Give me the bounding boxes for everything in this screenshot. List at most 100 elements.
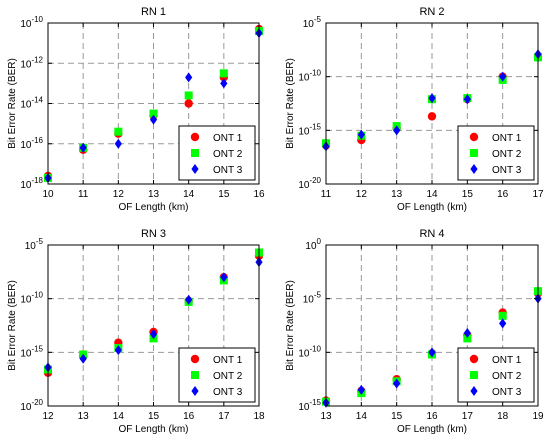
y-tick-label: 10-16 xyxy=(20,136,43,151)
y-tick-label: 10-20 xyxy=(298,176,321,191)
data-point xyxy=(185,72,193,83)
y-tick-exponent: -18 xyxy=(31,176,43,185)
x-tick-label: 13 xyxy=(148,189,160,200)
data-point xyxy=(499,318,507,329)
x-tick-label: 17 xyxy=(532,189,544,200)
legend-marker xyxy=(469,354,479,364)
x-tick-label: 10 xyxy=(42,189,54,200)
x-tick-label: 15 xyxy=(218,189,230,200)
y-tick-label: 10-5 xyxy=(303,291,322,306)
y-tick-base: 10 xyxy=(298,348,310,359)
legend-marker xyxy=(470,386,478,396)
x-tick-label: 18 xyxy=(253,411,265,422)
y-tick-exponent: -16 xyxy=(31,136,43,145)
data-point xyxy=(114,127,123,136)
y-tick-label: 10-10 xyxy=(298,69,321,84)
y-axis-label: Bit Error Rate (BER) xyxy=(7,280,18,371)
legend-marker xyxy=(191,386,199,396)
y-tick-base: 10 xyxy=(20,140,32,151)
chart-title: RN 4 xyxy=(419,228,444,240)
x-tick-label: 16 xyxy=(426,411,438,422)
data-point xyxy=(79,353,87,364)
y-tick-exponent: -14 xyxy=(31,96,43,105)
legend: ONT 1 ONT 2 ONT 3 xyxy=(457,125,535,181)
y-tick-base: 10 xyxy=(20,348,32,359)
x-axis-label: OF Length (km) xyxy=(118,202,188,213)
y-tick-exponent: -10 xyxy=(309,344,321,353)
data-point xyxy=(79,142,87,153)
legend-marker xyxy=(469,132,479,142)
x-tick-label: 15 xyxy=(462,189,474,200)
data-point xyxy=(114,138,122,149)
y-tick-exponent: -5 xyxy=(314,15,322,24)
data-point xyxy=(463,328,471,339)
x-tick-label: 14 xyxy=(113,411,125,422)
y-tick-label: 10-18 xyxy=(20,176,43,191)
legend-marker xyxy=(191,164,199,174)
y-tick-exponent: -15 xyxy=(309,122,321,131)
data-point xyxy=(185,294,193,305)
data-point xyxy=(357,384,365,395)
legend-marker xyxy=(470,164,478,174)
series-ont-3 xyxy=(44,257,263,373)
data-point xyxy=(357,129,365,140)
y-tick-base: 10 xyxy=(25,241,37,252)
x-tick-label: 13 xyxy=(78,411,90,422)
data-point xyxy=(393,125,401,136)
legend-marker xyxy=(191,149,199,157)
x-tick-label: 14 xyxy=(356,411,368,422)
data-point xyxy=(427,112,437,121)
chart-panel-1: 10 11 12 13 14 15 1610-1010-1210-1410-1610-18R… xyxy=(7,6,265,213)
y-tick-base: 10 xyxy=(20,295,32,306)
data-point xyxy=(184,99,193,108)
legend-label: ONT 1 xyxy=(213,355,243,366)
y-axis-label: Bit Error Rate (BER) xyxy=(285,58,296,149)
y-tick-base: 10 xyxy=(303,295,315,306)
x-tick-label: 15 xyxy=(391,411,403,422)
data-point xyxy=(220,78,228,89)
legend-label: ONT 1 xyxy=(492,355,522,366)
y-tick-exponent: -12 xyxy=(31,55,43,64)
x-tick-label: 15 xyxy=(148,411,160,422)
legend-label: ONT 3 xyxy=(213,165,243,176)
y-tick-base: 10 xyxy=(20,59,32,70)
data-point xyxy=(499,71,507,82)
legend-label: ONT 1 xyxy=(213,133,243,144)
x-tick-label: 12 xyxy=(356,189,368,200)
legend-label: ONT 3 xyxy=(492,387,522,398)
data-point xyxy=(463,94,471,105)
data-point xyxy=(498,311,507,320)
y-tick-label: 10-12 xyxy=(20,55,43,70)
y-tick-label: 10-15 xyxy=(20,344,43,359)
series-ont-3 xyxy=(322,293,542,408)
chart-title: RN 3 xyxy=(141,228,166,240)
y-tick-label: 10-10 xyxy=(298,344,321,359)
y-tick-label: 10-5 xyxy=(25,237,44,252)
data-point xyxy=(428,93,436,104)
data-point xyxy=(149,114,158,125)
y-tick-exponent: -10 xyxy=(309,69,321,78)
y-tick-label: 10-10 xyxy=(20,291,43,306)
legend-marker xyxy=(470,149,478,157)
y-tick-label: 10-5 xyxy=(303,15,322,30)
data-point xyxy=(428,347,436,358)
x-tick-label: 13 xyxy=(320,411,332,422)
legend-label: ONT 2 xyxy=(213,149,243,160)
y-tick-label: 100 xyxy=(305,237,321,252)
legend-marker xyxy=(470,371,478,379)
data-point xyxy=(149,109,158,118)
legend-label: ONT 2 xyxy=(213,371,243,382)
y-tick-base: 10 xyxy=(298,180,310,191)
y-tick-base: 10 xyxy=(303,19,315,30)
x-tick-label: 16 xyxy=(253,189,265,200)
data-point xyxy=(184,91,193,100)
y-tick-label: 10-20 xyxy=(20,398,43,413)
y-tick-label: 10-14 xyxy=(20,96,43,111)
y-tick-exponent: -10 xyxy=(31,15,43,24)
y-tick-base: 10 xyxy=(298,73,310,84)
x-tick-label: 11 xyxy=(321,189,332,200)
x-tick-label: 14 xyxy=(183,189,195,200)
y-tick-label: 10-10 xyxy=(20,15,43,30)
